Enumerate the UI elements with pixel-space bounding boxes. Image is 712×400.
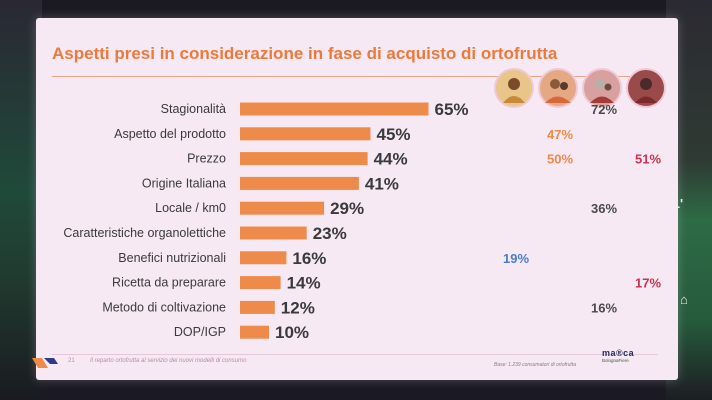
segment-avatar-1-icon xyxy=(494,68,534,108)
footer-caption: Il reparto ortofrutta al servizio dei nu… xyxy=(90,358,247,364)
segment-comparison-label: 17% xyxy=(635,276,661,291)
bar xyxy=(240,276,281,290)
value-label: 12% xyxy=(281,298,315,317)
value-label: 45% xyxy=(377,125,411,144)
brand-name: ma®ca xyxy=(602,348,635,358)
title-divider xyxy=(52,76,642,77)
value-label: 41% xyxy=(365,174,399,193)
bar xyxy=(240,300,275,314)
segment-avatar-4-icon xyxy=(626,68,666,108)
value-label: 23% xyxy=(313,224,347,243)
category-label: Ricetta da preparare xyxy=(112,276,226,290)
category-label: DOP/IGP xyxy=(174,325,226,339)
value-label: 65% xyxy=(435,100,469,119)
bag-icon: ⌂ xyxy=(680,292,688,307)
bar xyxy=(240,226,307,240)
company-logo-icon xyxy=(32,358,58,368)
brand-subtitle: BolognaFiere xyxy=(602,358,629,363)
bar xyxy=(240,102,429,116)
slide-title: Aspetti presi in considerazione in fase … xyxy=(52,44,558,63)
segment-avatar-2-icon xyxy=(538,68,578,108)
segment-comparison-label: 72% xyxy=(591,102,617,117)
bar xyxy=(240,251,287,265)
value-label: 16% xyxy=(292,249,326,268)
category-label: Aspetto del prodotto xyxy=(114,127,226,141)
bar xyxy=(240,127,371,141)
segment-comparison-label: 19% xyxy=(503,251,529,266)
base-note: Base: 1.239 consumatori di ortofrutta xyxy=(494,362,576,368)
segment-comparison-label: 47% xyxy=(547,127,573,142)
bar xyxy=(240,176,359,190)
value-label: 10% xyxy=(275,323,309,342)
value-label: 44% xyxy=(374,150,408,169)
value-label: 29% xyxy=(330,199,364,218)
bar xyxy=(240,201,325,215)
category-label: Prezzo xyxy=(187,152,226,166)
bar xyxy=(240,325,269,339)
segment-comparison-label: 16% xyxy=(591,300,617,315)
category-label: Origine Italiana xyxy=(142,176,226,190)
category-label: Caratteristiche organolettiche xyxy=(63,226,226,240)
brand-logo: ma®ca BolognaFiere xyxy=(602,348,650,368)
room-background-left xyxy=(0,0,42,400)
page-number: 21 xyxy=(68,358,75,364)
category-label: Metodo di coltivazione xyxy=(102,300,226,314)
category-label: Locale / km0 xyxy=(155,201,226,215)
value-label: 14% xyxy=(287,274,321,293)
segment-avatar-3-icon xyxy=(582,68,622,108)
bar xyxy=(240,152,368,166)
segment-comparison-label: 50% xyxy=(547,152,573,167)
presentation-slide: Aspetti presi in considerazione in fase … xyxy=(32,18,678,380)
segment-comparison-label: 36% xyxy=(591,201,617,216)
category-label: Benefici nutrizionali xyxy=(118,251,226,265)
bar-chart: Stagionalità 65% Aspetto del prodotto 45% Pr… xyxy=(63,100,661,342)
footer-divider xyxy=(52,354,658,355)
category-label: Stagionalità xyxy=(161,102,226,116)
segment-comparison-label: 51% xyxy=(635,152,661,167)
